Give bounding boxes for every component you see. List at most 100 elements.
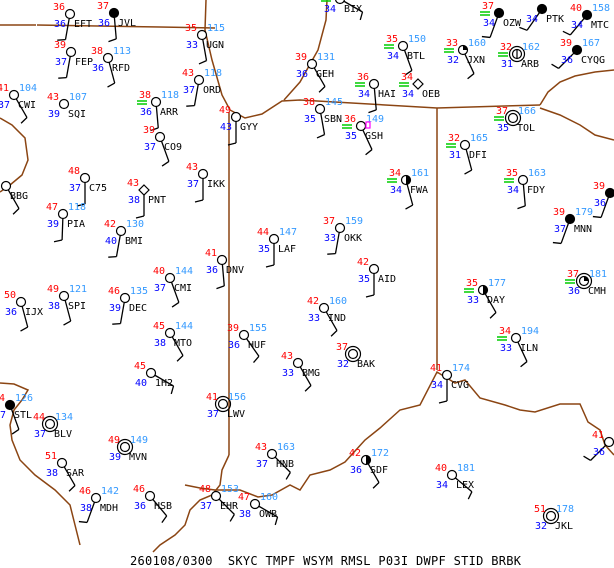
temperature: 38 xyxy=(91,46,103,57)
temperature: 37 xyxy=(97,1,109,12)
sea-level-pressure: 160 xyxy=(260,492,278,503)
sky-cover-icon xyxy=(399,42,408,51)
wind-barb-flag xyxy=(177,356,183,362)
station-id: MTO xyxy=(174,338,192,349)
sea-level-pressure: 160 xyxy=(329,296,347,307)
station-id: CYQG xyxy=(581,55,605,66)
dewpoint: 40 xyxy=(135,378,147,389)
sky-cover-icon xyxy=(59,210,68,219)
sky-cover-icon xyxy=(198,31,207,40)
temperature: 38 xyxy=(303,97,315,108)
station-id: ARR xyxy=(160,107,179,118)
temperature: 43 xyxy=(281,351,293,362)
temperature: 4 xyxy=(0,393,5,404)
wind-barb-flag xyxy=(319,87,325,93)
sea-level-pressure: 150 xyxy=(408,34,426,45)
dewpoint: 37 xyxy=(207,409,219,420)
sea-level-pressure: 153 xyxy=(221,484,239,495)
dewpoint: 37 xyxy=(187,179,199,190)
sky-cover-icon xyxy=(251,500,260,509)
wind-barb-flag xyxy=(406,205,413,209)
wind-barb-flag xyxy=(21,118,27,124)
sky-cover-icon xyxy=(519,176,528,185)
sky-cover-icon xyxy=(308,60,317,69)
station-id: SPI xyxy=(68,301,86,312)
station-id: GYY xyxy=(240,122,258,133)
wind-barb-flag xyxy=(366,150,372,155)
sea-level-pressure: 135 xyxy=(130,286,148,297)
station-id: GEH xyxy=(316,69,334,80)
station-id: BTL xyxy=(407,51,425,62)
station-cwi[interactable]: 4110437CWI xyxy=(0,83,37,123)
station-id: LEX xyxy=(456,480,474,491)
wind-barb-flag xyxy=(368,110,376,113)
dewpoint: 37 xyxy=(34,429,46,440)
sea-level-pressure: 121 xyxy=(69,284,87,295)
temperature: 34 xyxy=(499,326,511,337)
wind-barb-flag xyxy=(254,356,259,362)
station-bbg[interactable]: BBG xyxy=(2,182,29,215)
sky-cover-icon xyxy=(146,492,155,501)
